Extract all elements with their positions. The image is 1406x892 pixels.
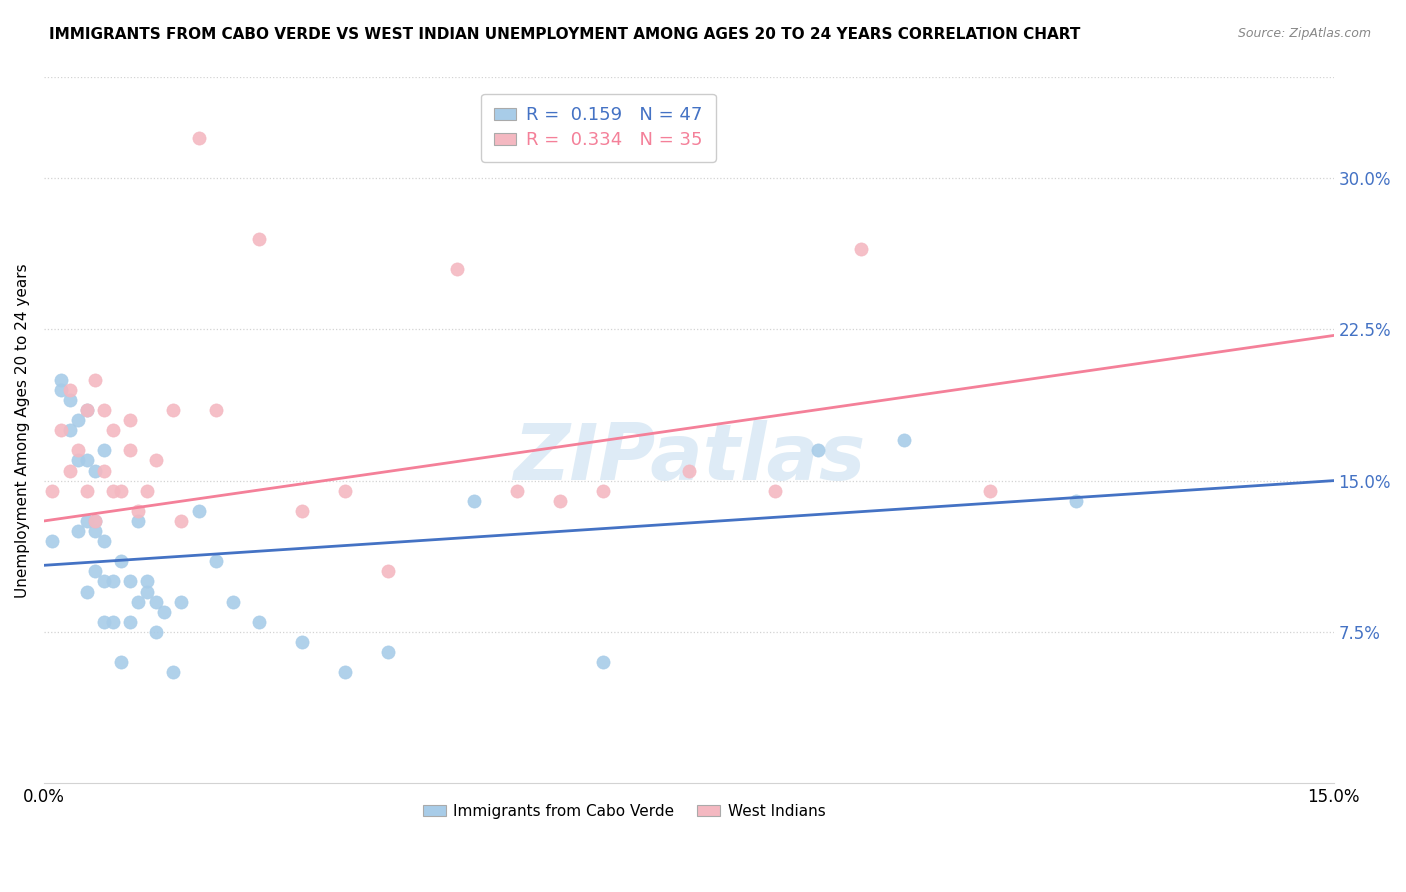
Point (101, 615, 124, 629)
Point (136, 483, 159, 498)
Text: IMMIGRANTS FROM CABO VERDE VS WEST INDIAN UNEMPLOYMENT AMONG AGES 20 TO 24 YEARS: IMMIGRANTS FROM CABO VERDE VS WEST INDIA… (49, 27, 1081, 42)
Point (333, 483, 356, 498)
Point (101, 483, 124, 498)
Point (101, 574, 124, 589)
Point (101, 423, 124, 437)
Point (849, 242, 872, 256)
Point (377, 565, 399, 579)
Point (592, 655, 614, 669)
Point (1064, 493, 1087, 508)
Point (76, 514, 98, 528)
Point (110, 483, 132, 498)
Point (548, 493, 571, 508)
Point (110, 655, 132, 669)
Point (59, 392, 82, 407)
Point (76, 403, 98, 417)
Point (291, 504, 314, 518)
Point (49, 423, 72, 437)
Point (76, 453, 98, 467)
Point (377, 645, 399, 659)
Point (170, 594, 193, 608)
Point (76, 483, 98, 498)
Point (59, 423, 82, 437)
Point (763, 483, 786, 498)
Point (162, 665, 184, 680)
Point (41, 534, 63, 549)
Legend: Immigrants from Cabo Verde, West Indians: Immigrants from Cabo Verde, West Indians (416, 797, 832, 825)
Point (118, 413, 141, 427)
Point (67, 453, 90, 467)
Point (93, 443, 115, 458)
Point (145, 453, 167, 467)
Text: ZIPatlas: ZIPatlas (513, 420, 865, 497)
Point (463, 493, 485, 508)
Point (247, 232, 270, 246)
Point (136, 584, 159, 599)
Point (187, 131, 209, 145)
Point (93, 403, 115, 417)
Point (291, 635, 314, 649)
Point (136, 574, 159, 589)
Point (979, 483, 1001, 498)
Point (170, 514, 193, 528)
Point (41, 483, 63, 498)
Point (67, 524, 90, 538)
Point (93, 534, 115, 549)
Point (84, 464, 107, 478)
Point (807, 443, 830, 458)
Point (127, 504, 149, 518)
Point (145, 594, 167, 608)
Point (678, 464, 700, 478)
Point (84, 514, 107, 528)
Point (247, 615, 270, 629)
Point (187, 504, 209, 518)
Point (145, 624, 167, 639)
Point (49, 373, 72, 387)
Point (893, 434, 915, 448)
Point (49, 383, 72, 397)
Y-axis label: Unemployment Among Ages 20 to 24 years: Unemployment Among Ages 20 to 24 years (15, 263, 30, 598)
Point (446, 262, 468, 277)
Point (592, 483, 614, 498)
Point (67, 443, 90, 458)
Point (506, 483, 529, 498)
Point (118, 574, 141, 589)
Point (67, 413, 90, 427)
Point (118, 615, 141, 629)
Point (127, 514, 149, 528)
Point (153, 605, 176, 619)
Point (84, 373, 107, 387)
Point (84, 565, 107, 579)
Point (333, 665, 356, 680)
Point (84, 514, 107, 528)
Point (76, 584, 98, 599)
Point (222, 594, 245, 608)
Point (127, 594, 149, 608)
Point (162, 403, 184, 417)
Point (93, 464, 115, 478)
Point (93, 615, 115, 629)
Point (118, 443, 141, 458)
Point (93, 574, 115, 589)
Point (59, 383, 82, 397)
Point (59, 464, 82, 478)
Text: Source: ZipAtlas.com: Source: ZipAtlas.com (1237, 27, 1371, 40)
Point (84, 524, 107, 538)
Point (205, 554, 228, 568)
Point (76, 403, 98, 417)
Point (205, 403, 228, 417)
Point (110, 554, 132, 568)
